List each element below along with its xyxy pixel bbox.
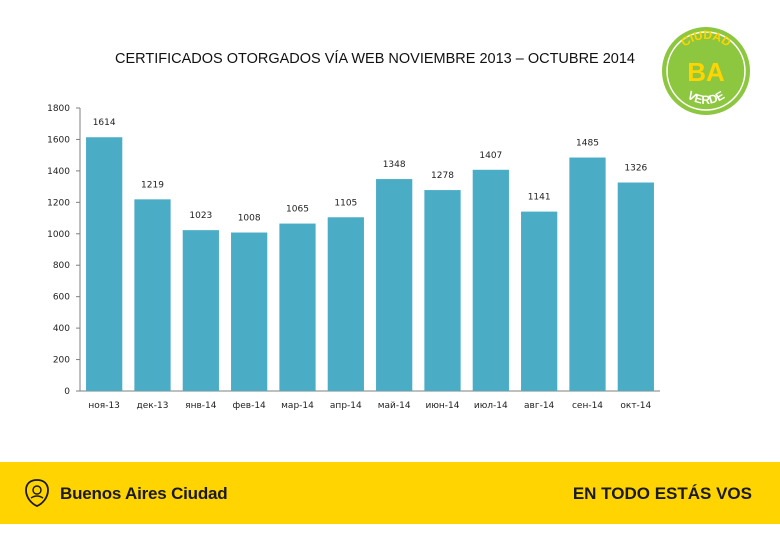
y-tick-label: 1000	[47, 230, 70, 240]
badge-center-text: BA	[687, 57, 725, 87]
chart-axes	[79, 108, 660, 392]
x-tick-label: мар-14	[281, 401, 314, 411]
chart-title: CERTIFICADOS OTORGADOS VÍA WEB NOVIEMBRE…	[115, 51, 635, 67]
data-label: 1485	[576, 139, 599, 149]
badge-ring	[666, 31, 746, 111]
data-label: 1023	[189, 211, 212, 221]
x-tick-label: фев-14	[233, 401, 267, 411]
chart-bars	[86, 137, 654, 391]
badge-circle	[662, 27, 750, 115]
badge-bottom-text: VERDE	[685, 88, 727, 107]
y-tick-label: 400	[53, 324, 70, 334]
y-tick-label: 0	[64, 387, 70, 397]
chart-data-labels: 1614 1219 1023 1008 1065 1105 1348 1278 1407 1141…	[93, 118, 648, 223]
y-tick-label: 1200	[47, 198, 70, 208]
data-label: 1326	[624, 164, 647, 174]
bar	[327, 217, 364, 391]
bar	[472, 169, 509, 391]
x-tick-label: июн-14	[425, 401, 459, 411]
bar-chart: 1614 1219 1023 1008 1065 1105 1348 1278 1407 1141…	[47, 104, 660, 411]
data-label: 1348	[383, 160, 406, 170]
bar	[569, 157, 606, 391]
data-label: 1278	[431, 171, 454, 181]
data-label: 1008	[238, 214, 261, 224]
x-tick-label: июл-14	[474, 401, 508, 411]
footer-bar: Buenos Aires Ciudad EN TODO ESTÁS VOS	[0, 462, 780, 524]
y-tick-label: 800	[53, 261, 70, 271]
x-tick-label: дек-13	[137, 401, 169, 411]
data-label: 1065	[286, 205, 309, 215]
footer-brand: Buenos Aires Ciudad	[60, 484, 228, 503]
data-label: 1219	[141, 180, 164, 190]
x-tick-label: авг-14	[524, 401, 555, 411]
x-tick-label: янв-14	[185, 401, 217, 411]
y-tick-label: 1400	[47, 167, 70, 177]
x-tick-label: май-14	[378, 401, 411, 411]
bar	[182, 230, 219, 391]
ciudad-verde-badge: CIUDAD BA VERDE	[662, 27, 750, 115]
bar	[86, 137, 123, 391]
x-tick-label: апр-14	[330, 401, 362, 411]
city-shield-icon	[25, 479, 49, 507]
data-label: 1614	[93, 118, 116, 128]
bar	[521, 211, 558, 391]
data-label: 1105	[334, 198, 357, 208]
x-tick-label: окт-14	[620, 401, 651, 411]
bar	[134, 199, 171, 391]
bar	[231, 232, 268, 391]
y-tick-label: 1600	[47, 135, 70, 145]
y-tick-label: 600	[53, 293, 70, 303]
y-tick-label: 1800	[47, 104, 70, 114]
bar	[376, 179, 413, 391]
chart-x-ticks: ноя-13 дек-13 янв-14 фев-14 мар-14 апр-14 май-…	[88, 401, 651, 411]
bar	[424, 190, 461, 391]
bar	[279, 223, 316, 391]
y-tick-label: 200	[53, 356, 70, 366]
x-tick-label: ноя-13	[88, 401, 120, 411]
x-tick-label: сен-14	[572, 401, 603, 411]
footer-slogan: EN TODO ESTÁS VOS	[572, 484, 752, 503]
chart-y-ticks: 0 200 400 600 800 1000 1200 1400 1600 1800	[47, 104, 80, 397]
bar	[617, 182, 654, 391]
data-label: 1141	[528, 193, 551, 203]
data-label: 1407	[479, 151, 502, 161]
